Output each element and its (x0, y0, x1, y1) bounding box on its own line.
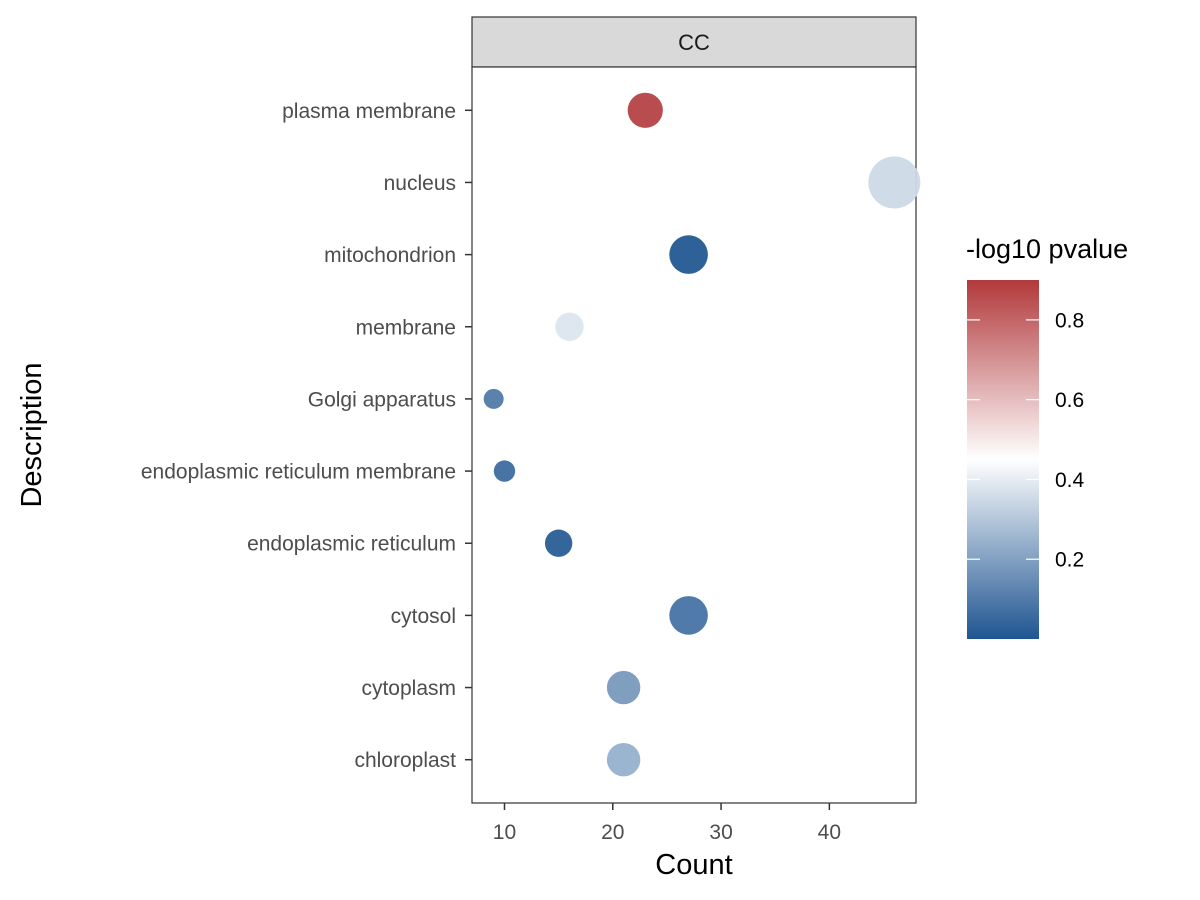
x-tick-label: 30 (709, 821, 732, 844)
legend-ticks: 0.2 0.4 0.6 0.8 (967, 309, 1085, 572)
y-tick-label: endoplasmic reticulum (247, 533, 456, 556)
y-tick-label: endoplasmic reticulum membrane (141, 461, 456, 484)
legend-tick-label: 0.8 (1055, 309, 1084, 332)
x-axis: 10 20 30 40 (493, 803, 841, 844)
data-points (483, 92, 921, 777)
data-point (627, 92, 663, 128)
data-point (544, 529, 573, 557)
y-tick-label: nucleus (384, 172, 456, 195)
y-tick-label: Golgi apparatus (308, 388, 456, 411)
y-tick-label: plasma membrane (282, 100, 456, 123)
legend-colorbar (967, 280, 1039, 639)
plot-panel (471, 66, 917, 804)
facet-label: CC (678, 30, 710, 55)
data-point (483, 388, 504, 409)
x-axis-title: Count (655, 849, 732, 881)
legend-tick-label: 0.2 (1055, 549, 1084, 572)
x-tick-label: 10 (493, 821, 516, 844)
y-tick-label: mitochondrion (324, 244, 456, 267)
y-tick-label: chloroplast (354, 749, 456, 772)
legend-title: -log10 pvalue (966, 234, 1128, 264)
color-legend: -log10 pvalue 0.2 0.4 0.6 0.8 (966, 234, 1128, 639)
legend-tick-label: 0.4 (1055, 469, 1085, 492)
data-point (555, 312, 584, 341)
data-point (606, 743, 641, 777)
legend-tick-label: 0.6 (1055, 389, 1084, 412)
data-point (669, 596, 708, 635)
x-tick-label: 40 (818, 821, 841, 844)
data-point (669, 235, 708, 274)
y-axis-title: Description (16, 362, 48, 507)
facet-strip-background (471, 16, 917, 68)
data-point (868, 156, 921, 209)
facet-strip: CC (471, 16, 917, 68)
y-axis: plasma membrane nucleus mitochondrion membr… (141, 100, 472, 772)
y-tick-label: cytoplasm (361, 677, 456, 700)
y-tick-label: cytosol (391, 605, 456, 628)
x-tick-label: 20 (601, 821, 624, 844)
data-point (493, 460, 516, 482)
data-point (606, 670, 641, 705)
y-tick-label: membrane (356, 316, 456, 339)
